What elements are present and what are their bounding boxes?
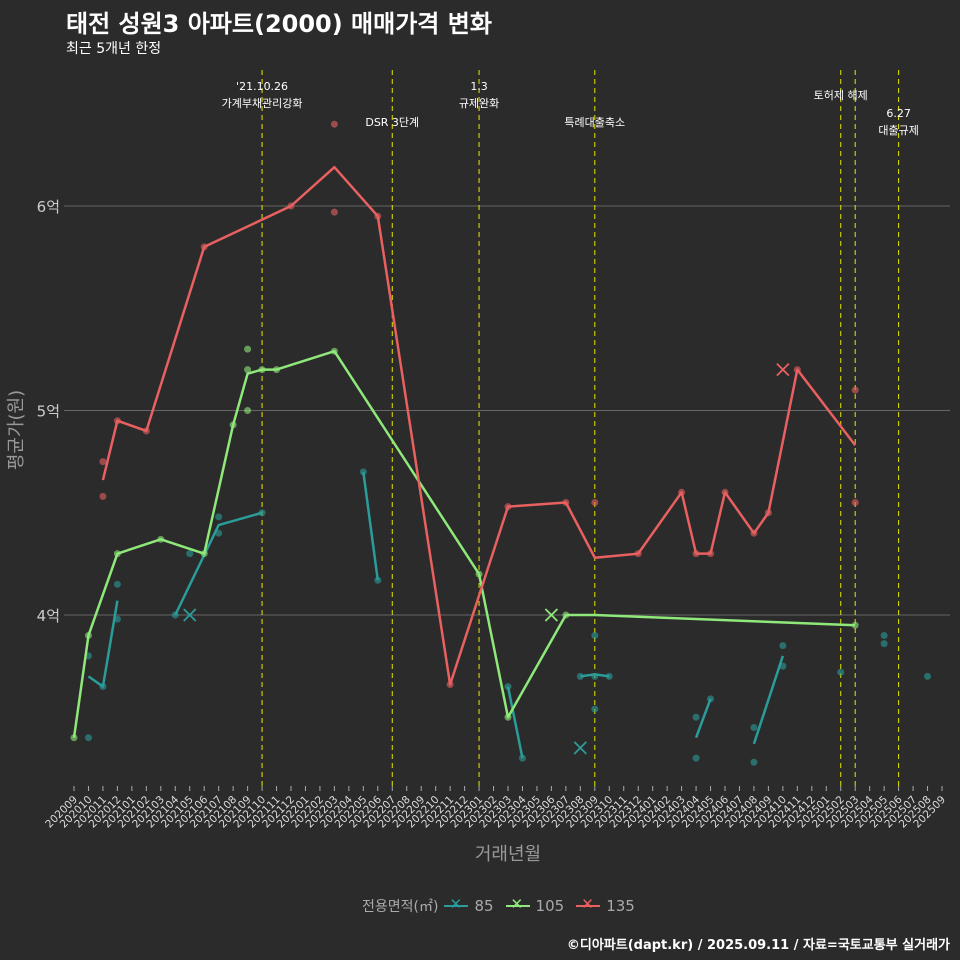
data-point-105 (244, 366, 252, 374)
chart-title: 태전 성원3 아파트(2000) 매매가격 변화 (66, 10, 492, 38)
data-point-85 (84, 734, 92, 742)
legend: 전용면적(㎡) 85 105 135 (362, 895, 641, 916)
footer-credit: ©디아파트(dapt.kr) / 2025.09.11 / 자료=국토교통부 실… (566, 938, 950, 953)
data-point-85 (779, 642, 787, 650)
data-point-135 (591, 499, 599, 507)
chart-subtitle: 최근 5개년 한정 (66, 41, 162, 57)
data-point-85 (591, 705, 599, 713)
series-line-85 (362, 471, 380, 581)
policy-annotation: DSR 3단계 (365, 116, 419, 129)
policy-annotation: 특례대출축소 (564, 116, 625, 129)
y-tick-label: 6억 (37, 198, 60, 216)
data-point-135 (330, 208, 338, 216)
series-line-85 (694, 698, 712, 739)
legend-key-105 (505, 895, 530, 914)
legend-title: 전용면적(㎡) (362, 899, 439, 915)
data-point-85 (692, 713, 700, 721)
policy-annotation: 6.27 (886, 107, 911, 120)
policy-annotation: 가계부채관리강화 (222, 97, 303, 110)
series-line-85 (580, 673, 610, 678)
data-point-135 (851, 386, 859, 394)
cancelled-marker-85 (183, 608, 197, 622)
series-line-85 (87, 600, 119, 688)
policy-annotation: 규제완화 (459, 97, 499, 110)
legend-key-135 (576, 895, 601, 914)
cancelled-marker-85 (573, 741, 587, 755)
data-point-135 (99, 492, 107, 500)
data-point-85 (692, 754, 700, 762)
data-point-85 (837, 668, 845, 676)
y-tick-label: 5억 (37, 403, 60, 421)
cancelled-marker-105 (544, 608, 559, 622)
legend-item-85: 85 (444, 895, 494, 915)
data-point-135 (851, 499, 859, 507)
data-point-85 (880, 631, 888, 639)
legend-key-85 (444, 895, 469, 914)
series-line-85 (174, 511, 263, 616)
series-line-85 (752, 655, 785, 745)
cancelled-marker-135 (776, 362, 790, 377)
policy-annotation: 토허제 해제 (814, 88, 868, 102)
data-point-85 (113, 580, 121, 588)
data-point-105 (244, 345, 252, 353)
data-point-135 (99, 458, 107, 466)
data-point-85 (750, 723, 758, 731)
x-axis-label: 거래년월 (475, 844, 541, 865)
legend-item-105: 105 (505, 895, 564, 915)
data-point-85 (750, 758, 758, 766)
series-line-85 (506, 686, 524, 759)
data-point-85 (880, 640, 888, 648)
legend-item-135: 135 (576, 895, 635, 915)
data-point-105 (244, 407, 252, 414)
data-point-85 (215, 513, 223, 521)
y-axis-label: 평균가(원) (6, 390, 27, 470)
y-tick-label: 4억 (37, 607, 60, 625)
policy-annotation: '21.10.26 (236, 80, 288, 93)
policy-annotation: 대출규제 (878, 124, 918, 137)
data-point-85 (186, 550, 194, 558)
data-point-135 (330, 120, 338, 128)
data-point-85 (924, 672, 932, 680)
policy-annotation: 1.3 (470, 80, 488, 93)
series-line-135 (101, 165, 857, 686)
series-line-105 (72, 349, 856, 738)
data-point-85 (591, 631, 599, 639)
